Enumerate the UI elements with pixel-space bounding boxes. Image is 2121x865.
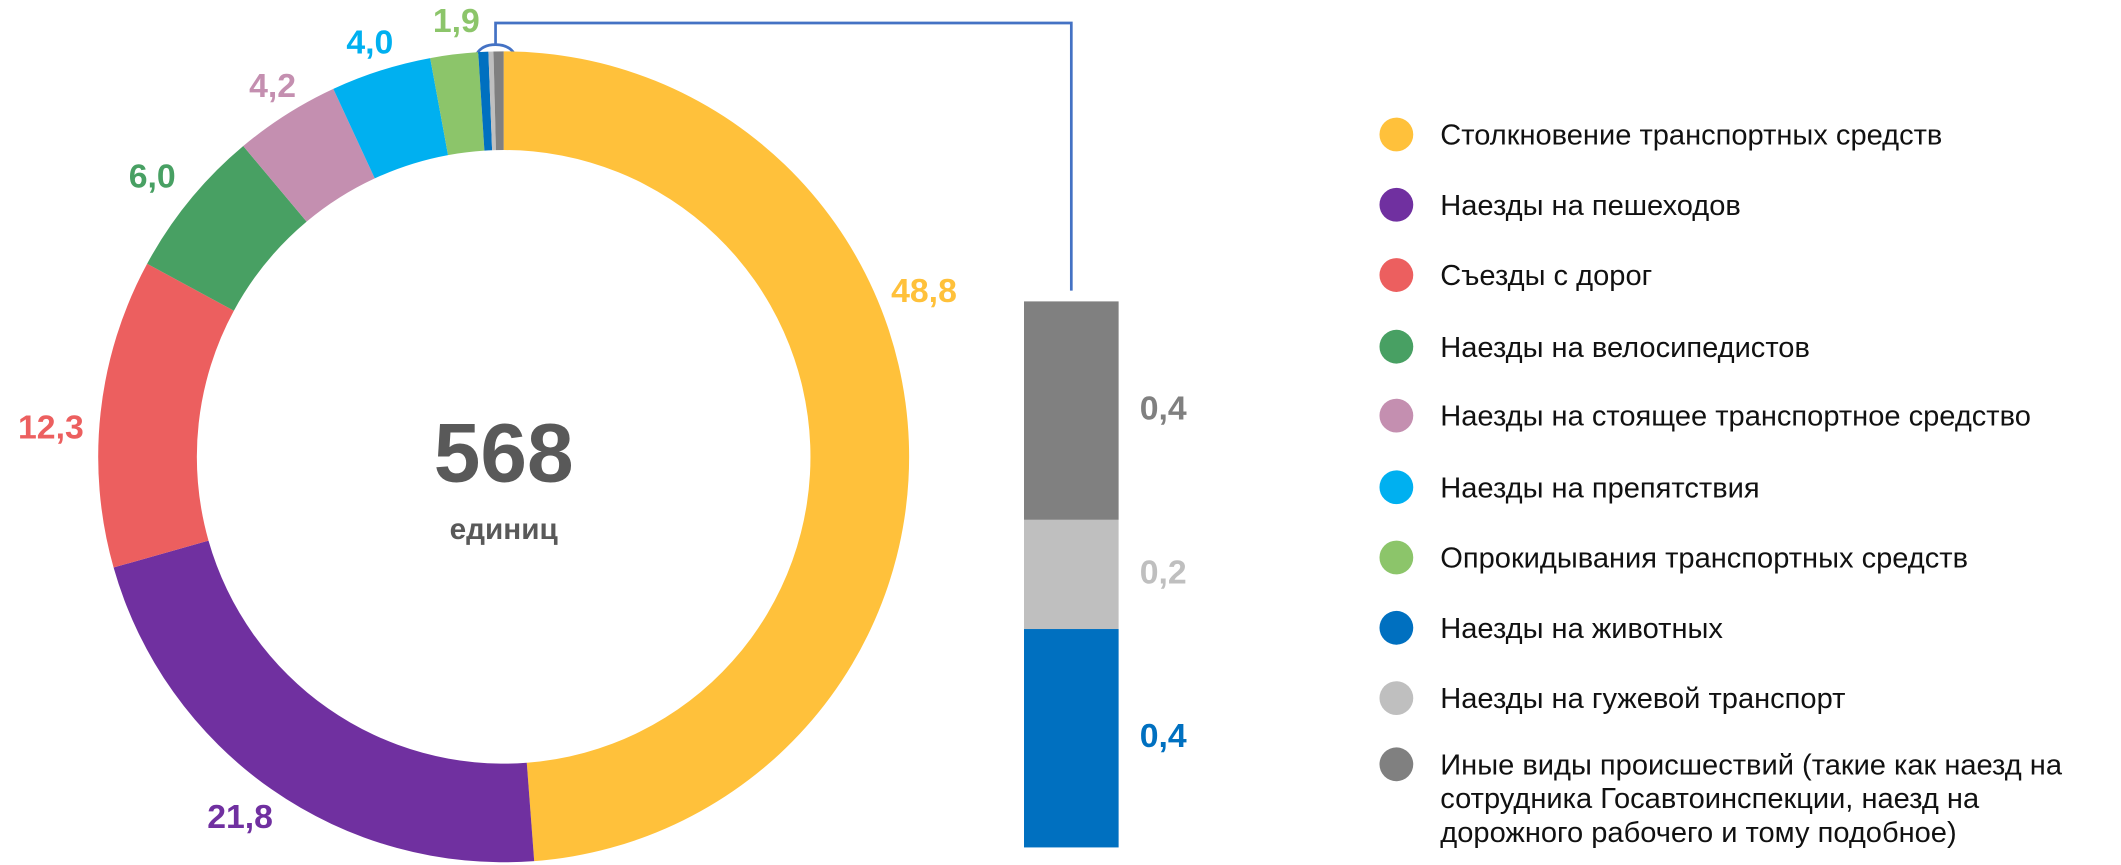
breakout-label: 0,2 xyxy=(1140,553,1187,591)
breakout-label: 0,4 xyxy=(1140,717,1187,755)
slice-label: 4,0 xyxy=(346,24,393,62)
slice-label: 4,2 xyxy=(249,67,296,105)
donut-slice xyxy=(113,540,535,863)
connector-line xyxy=(494,21,1073,291)
legend-label: Столкновение транспортных средств xyxy=(1440,118,1943,152)
legend-swatch xyxy=(1379,329,1414,364)
breakout-bar xyxy=(1024,301,1119,520)
slice-label: 21,8 xyxy=(207,798,273,836)
legend-swatch xyxy=(1379,540,1414,575)
slice-label: 12,3 xyxy=(18,409,84,447)
breakout-label: 0,4 xyxy=(1140,390,1187,428)
legend-swatch xyxy=(1379,117,1414,152)
legend-swatch xyxy=(1379,747,1414,782)
legend-label: Наезды на велосипедистов xyxy=(1440,331,1810,364)
legend-swatch xyxy=(1379,610,1414,645)
donut-slice xyxy=(430,52,485,156)
breakout-bar xyxy=(1024,519,1119,630)
legend-label: Иные виды происшествий (такие как наезд … xyxy=(1440,748,2062,849)
donut-slice xyxy=(147,146,307,311)
legend-item: Наезды на гужевой транспорт xyxy=(1379,681,2075,717)
slice-label: 48,8 xyxy=(891,272,957,310)
legend-swatch xyxy=(1379,470,1414,505)
legend-label: Наезды на пешеходов xyxy=(1440,189,1741,222)
legend-swatch xyxy=(1379,681,1414,715)
legend-item: Наезды на велосипедистов xyxy=(1379,329,2075,365)
donut-slice xyxy=(98,263,234,568)
donut-slice xyxy=(503,51,910,862)
legend-item: Съезды с дорог xyxy=(1379,258,2075,294)
donut-slice xyxy=(333,58,449,179)
legend-swatch xyxy=(1379,187,1414,222)
legend-swatch xyxy=(1379,398,1414,433)
legend: Столкновение транспортных средств Наезды … xyxy=(1379,116,2120,865)
donut-slice xyxy=(243,88,375,222)
legend-item: Наезды на пешеходов xyxy=(1379,187,2075,223)
legend-item: Наезды на стоящее транспортное средство xyxy=(1379,398,2075,434)
total-label: единиц xyxy=(450,513,558,546)
legend-item: Опрокидывания транспортных средств xyxy=(1379,540,2075,576)
donut-slice xyxy=(478,51,493,151)
donut-slice xyxy=(488,51,496,151)
legend-label: Съезды с дорог xyxy=(1440,259,1653,292)
slice-label: 1,9 xyxy=(433,2,480,40)
legend-item: Иные виды происшествий (такие как наезд … xyxy=(1379,747,2075,850)
legend-label: Наезды на животных xyxy=(1440,612,1723,645)
legend-item: Наезды на препятствия xyxy=(1379,470,2075,506)
connector-bracket xyxy=(475,43,516,55)
legend-swatch xyxy=(1379,258,1414,292)
legend-label: Наезды на препятствия xyxy=(1440,471,1760,505)
slice-label: 6,0 xyxy=(129,157,176,195)
legend-item: Столкновение транспортных средств xyxy=(1379,117,2075,153)
legend-label: Наезды на гужевой транспорт xyxy=(1440,682,1846,715)
donut-slice xyxy=(493,51,504,151)
total-value: 568 xyxy=(434,406,574,500)
legend-label: Наезды на стоящее транспортное средство xyxy=(1440,400,2031,433)
breakout-bar xyxy=(1024,629,1119,848)
legend-box: Столкновение транспортных средств Наезды … xyxy=(1379,116,2120,865)
legend-label: Опрокидывания транспортных средств xyxy=(1440,541,1969,575)
legend-item: Наезды на животных xyxy=(1379,610,2075,646)
